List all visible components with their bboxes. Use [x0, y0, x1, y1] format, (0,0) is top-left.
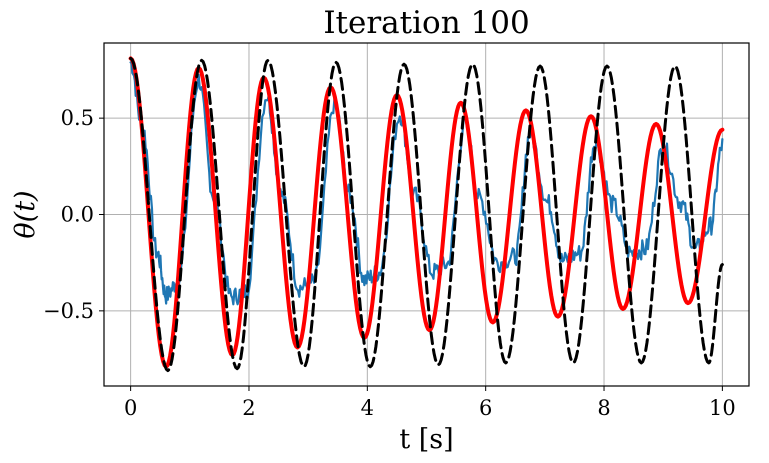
ticks: 0 2 4 6 8 10 −0.5 0.0 0.5 [43, 106, 736, 420]
x-tick-label: 4 [361, 396, 374, 420]
series-layer [128, 56, 725, 373]
x-tick-label: 10 [709, 396, 736, 420]
chart-title: Iteration 100 [323, 5, 529, 41]
y-tick-label: 0.5 [61, 106, 94, 130]
x-tick-label: 8 [597, 396, 610, 420]
y-tick-label: −0.5 [43, 299, 94, 323]
y-axis-title: θ(t) [10, 190, 41, 238]
x-tick-label: 6 [479, 396, 492, 420]
x-axis-title: t [s] [399, 424, 453, 455]
y-tick-label: 0.0 [61, 203, 94, 227]
x-tick-label: 2 [242, 396, 255, 420]
series-line-2 [129, 56, 724, 373]
grid [104, 43, 749, 386]
x-tick-label: 0 [124, 396, 137, 420]
